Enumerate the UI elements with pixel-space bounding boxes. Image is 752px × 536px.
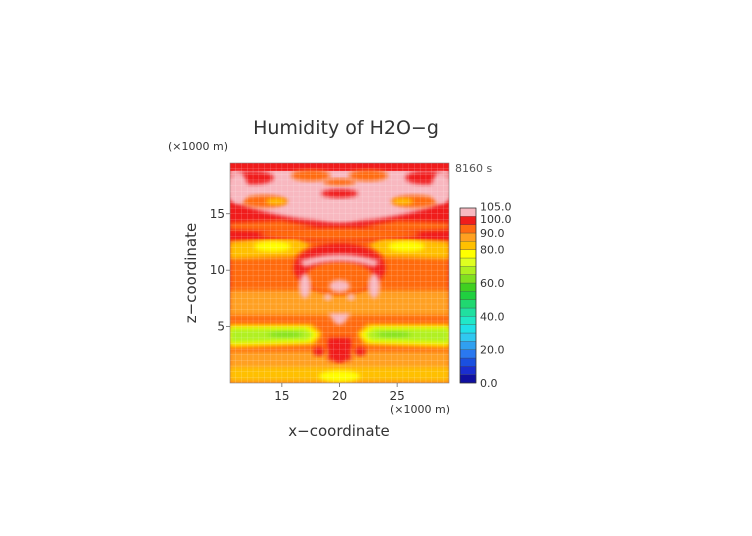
colorbar-swatch (459, 249, 477, 259)
center-red-dot-4 (333, 353, 346, 363)
shelf-green-left (268, 331, 303, 338)
x-tick-label: 15 (274, 389, 289, 403)
edge-pink-left (431, 172, 449, 204)
y-axis-label: z−coordinate (182, 223, 200, 323)
colorbar-swatch (459, 241, 477, 250)
center-red-dot-3 (338, 340, 350, 350)
bottom-yellow-spot (318, 370, 361, 382)
pink-small-dot-right (346, 293, 356, 301)
upper-pink-center (309, 192, 370, 222)
colorbar-label: 40.0 (480, 310, 505, 323)
colorbar-swatch (459, 316, 477, 325)
y-tick-label: 5 (217, 320, 225, 334)
plot-area (230, 163, 449, 383)
chart-title: Humidity of H2O−g (253, 117, 439, 139)
center-red-dot-2 (329, 340, 341, 350)
yellow-spot-left (254, 241, 292, 252)
colorbar-swatch (459, 224, 477, 234)
yellow-spot-right (387, 241, 425, 252)
colorbar-swatch (459, 374, 477, 384)
colorbar-swatch (459, 341, 477, 350)
upper-orange-wing-right (362, 220, 449, 232)
colorbar-label: 90.0 (480, 227, 505, 240)
colorbar-swatch (459, 291, 477, 300)
top-red-strip (230, 163, 449, 171)
colorbar-swatch (459, 257, 477, 267)
colorbar-swatch (459, 266, 477, 275)
pink-small-dot-left (323, 293, 333, 301)
colorbar-swatch (459, 207, 477, 217)
x-tick-label: 20 (332, 389, 347, 403)
colorbar-swatch (459, 299, 477, 309)
center-red-dot-1 (354, 346, 367, 356)
colorbar-swatch (459, 366, 477, 375)
colorbar-label: 60.0 (480, 277, 505, 290)
y-tick-label: 10 (210, 263, 225, 277)
colorbar-label: 105.0 (480, 201, 512, 214)
colorbar-frame (459, 207, 477, 384)
colorbar-swatch (459, 282, 477, 292)
colorbar-swatch (459, 324, 477, 334)
center-orange-core (304, 261, 375, 296)
time-label: 8160 s (455, 162, 492, 175)
y-axis: 5 10 15 (210, 207, 230, 334)
pink-center-blob (329, 279, 350, 293)
lobe-gold-left (265, 197, 287, 205)
pink-lower-wedge (327, 313, 352, 325)
top-orange-spot-left (291, 169, 331, 182)
colorbar-label: 20.0 (480, 344, 505, 357)
colorbar-swatch (459, 349, 477, 359)
upper-orange-band (258, 227, 421, 241)
grid-layer (230, 163, 449, 383)
pink-arc (299, 254, 380, 267)
colorbar-swatch (459, 357, 477, 367)
y-tick-label: 15 (210, 207, 225, 221)
colorbar-label: 80.0 (480, 244, 505, 257)
shelf-green-right (376, 331, 411, 338)
lobe-gold-right (392, 197, 414, 205)
colorbar-label: 0.0 (480, 377, 498, 390)
top-orange-spot-right (348, 169, 388, 182)
x-tick-label: 25 (389, 389, 404, 403)
x-axis-unit: (×1000 m) (390, 403, 450, 416)
colorbar-swatch (459, 274, 477, 284)
colorbar-swatch (459, 216, 477, 225)
x-axis: 15 20 25 (274, 383, 405, 403)
y-axis-unit: (×1000 m) (168, 140, 228, 153)
colorbar-swatch (459, 232, 477, 242)
pink-side-blob-left (299, 273, 311, 299)
center-red-dot-0 (312, 346, 325, 356)
colorbar-label: 100.0 (480, 213, 512, 226)
pink-side-blob-right (368, 273, 380, 299)
colorbar-swatch (459, 307, 477, 317)
edge-pink-right (230, 172, 248, 204)
upper-orange-wing-left (230, 220, 317, 232)
upper-orange-center (323, 178, 356, 186)
upper-red-center (321, 188, 358, 198)
colorbar-swatch (459, 332, 477, 342)
x-axis-label: x−coordinate (288, 422, 389, 440)
